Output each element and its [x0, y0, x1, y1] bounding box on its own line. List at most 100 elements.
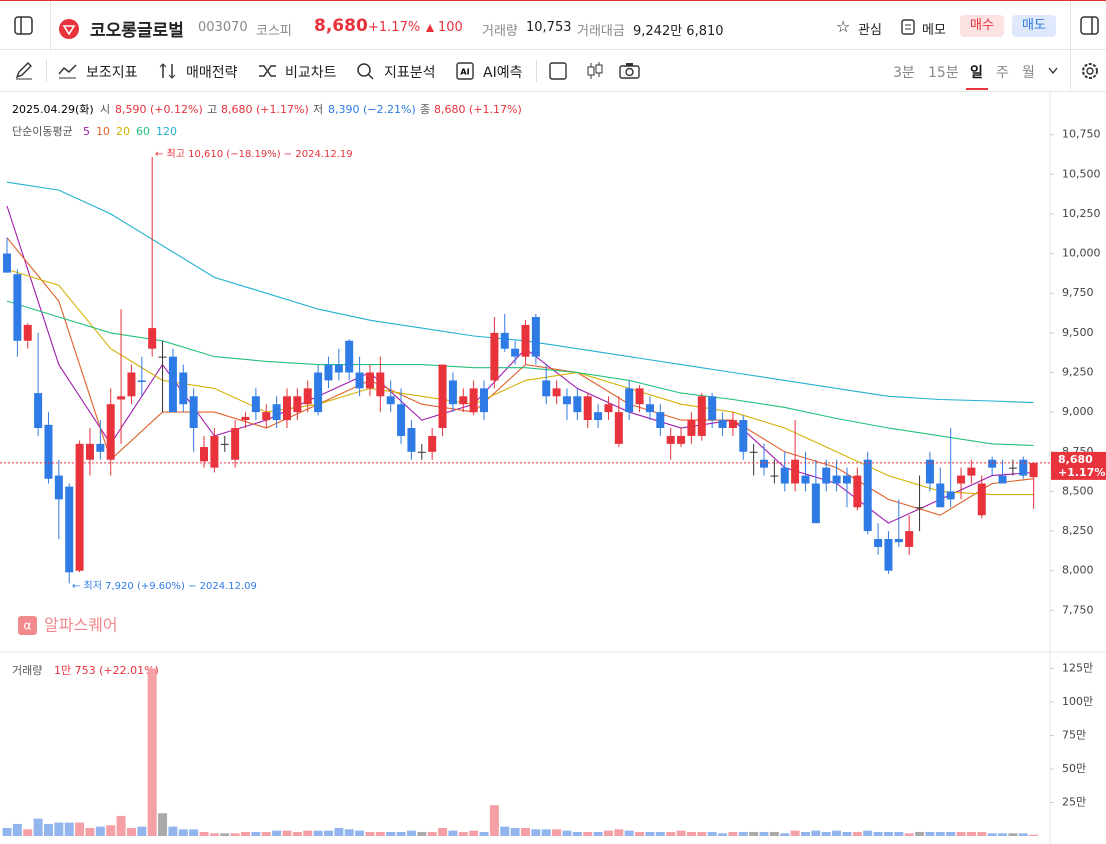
volume-bar — [303, 830, 313, 836]
period-button[interactable]: 3분 — [893, 65, 915, 81]
volume-bar — [531, 829, 541, 836]
volume-bar — [365, 831, 375, 836]
tool-button[interactable]: 지표분석 — [384, 65, 436, 81]
period-button[interactable]: 15분 — [928, 65, 959, 81]
volume-title: 거래량 — [12, 664, 42, 677]
y-tick-label: 8,250 — [1062, 524, 1094, 537]
draw-icon[interactable] — [14, 61, 34, 81]
buy-button[interactable]: 매수 — [960, 15, 1004, 37]
candle-body — [13, 274, 22, 341]
volume-legend: 1만 753 (+22.01%) — [54, 664, 159, 677]
camera-icon[interactable] — [619, 62, 641, 80]
candle-body — [500, 332, 509, 349]
volume-bar — [935, 831, 945, 836]
volume-bar — [489, 805, 499, 836]
header: 코오롱글로벌 003070 코스피 8,680 +1.17% 100 거래량 1… — [0, 0, 1106, 51]
candle-body — [407, 428, 416, 452]
candle-body — [874, 539, 883, 547]
candle-body — [282, 396, 291, 421]
volume-bar — [1008, 833, 1018, 836]
volume-bar — [344, 829, 354, 836]
chevron[interactable] — [1047, 66, 1059, 76]
square-icon[interactable] — [549, 62, 567, 80]
info-open-label: 시 — [100, 103, 110, 116]
candle-body — [44, 424, 53, 479]
y-tick-label: 10,500 — [1062, 167, 1101, 180]
candle-body — [645, 404, 654, 413]
volume-bar — [2, 827, 12, 836]
volume-bar — [292, 831, 302, 836]
volume-bar — [666, 831, 676, 836]
volume-bar — [863, 830, 873, 836]
tool-button[interactable]: AI예측 — [483, 65, 523, 81]
volume-bar — [95, 826, 105, 836]
candle-body — [822, 467, 831, 484]
candle-body — [801, 475, 810, 484]
settings-icon[interactable] — [1080, 61, 1100, 81]
tool-button[interactable]: 매매전략 — [186, 65, 238, 81]
y-tick-label: 100만 — [1062, 695, 1093, 708]
info-close: 8,680 (+1.17%) — [434, 103, 522, 116]
volume-bar — [749, 831, 759, 836]
ma-line — [6, 300, 1034, 446]
y-tick-label: 10,250 — [1062, 207, 1101, 220]
ma-line — [6, 205, 1034, 524]
volume-bar — [510, 827, 520, 836]
candle-body — [117, 396, 126, 400]
period-button[interactable]: 월 — [1022, 65, 1035, 81]
ai-icon: AI — [456, 62, 474, 80]
y-tick-label: 10,750 — [1062, 128, 1101, 141]
candle-body — [635, 388, 644, 405]
divider — [536, 60, 537, 82]
candle-body — [915, 507, 924, 509]
ma-title: 단순이동평균 — [12, 125, 73, 138]
candle-body — [137, 380, 146, 383]
period-button[interactable]: 주 — [996, 65, 1009, 81]
candle-icon[interactable] — [585, 61, 605, 81]
candle-body — [428, 435, 437, 452]
candle-body — [1019, 459, 1028, 476]
candle-body — [770, 475, 779, 477]
y-tick-label: 8,500 — [1062, 484, 1094, 497]
panel-icon[interactable] — [1080, 16, 1100, 36]
analysis-icon — [357, 63, 374, 80]
candle-body — [708, 396, 717, 421]
layout-icon[interactable] — [14, 16, 34, 36]
volume-bar — [1018, 833, 1028, 836]
watch-button[interactable]: 관심 — [858, 23, 882, 38]
volume-bar — [43, 823, 53, 836]
candle-body — [604, 404, 613, 413]
volume-bar — [137, 826, 147, 836]
candle-body — [96, 443, 105, 452]
volume-bar — [500, 826, 510, 836]
candle-body — [791, 459, 800, 484]
volume-bar — [12, 823, 22, 836]
volume-bar — [209, 833, 219, 836]
volume-bar — [977, 831, 987, 836]
period-button[interactable]: 일 — [970, 65, 983, 81]
volume-bar — [126, 827, 136, 836]
volume-bar — [158, 813, 168, 836]
volume-bar — [738, 831, 748, 836]
y-tick-label: 8,000 — [1062, 564, 1094, 577]
tool-button[interactable]: 보조지표 — [86, 65, 138, 81]
y-tick-label: 75만 — [1062, 728, 1086, 741]
volume-bar — [635, 831, 645, 836]
ma-line — [6, 237, 1034, 516]
tool-button[interactable]: 비교차트 — [285, 65, 337, 81]
volume-bar — [521, 827, 530, 836]
sell-button[interactable]: 매도 — [1012, 15, 1056, 37]
legend-entry: 20 — [116, 125, 130, 138]
candle-body — [884, 539, 893, 571]
candle-body — [85, 443, 94, 460]
volume-bar — [676, 830, 686, 836]
volume-label: 거래량 — [482, 24, 518, 39]
volume-bar — [23, 829, 33, 836]
memo-button[interactable]: 메모 — [922, 23, 946, 38]
candle-body — [386, 396, 395, 405]
candle-body — [220, 443, 229, 445]
candle-body — [1008, 467, 1017, 469]
volume-bar — [355, 830, 365, 836]
candle-body — [293, 396, 302, 413]
volume-bar — [583, 831, 593, 836]
